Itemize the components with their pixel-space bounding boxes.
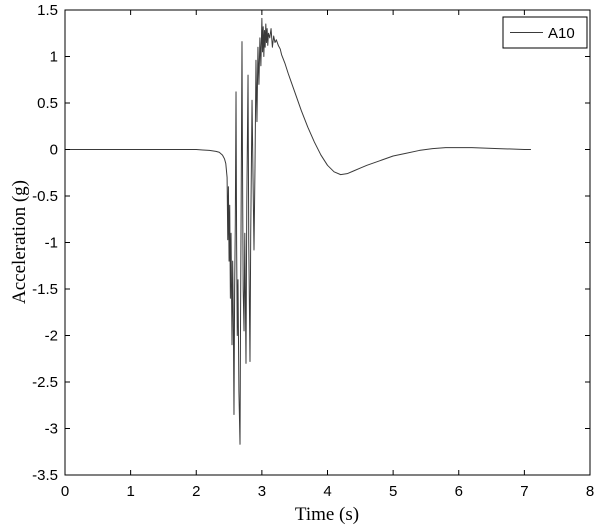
legend: A10 [502, 16, 588, 49]
x-tick-label: 4 [323, 483, 331, 500]
y-tick-label: 1 [50, 49, 58, 66]
y-tick-label: 1.5 [37, 2, 58, 19]
y-tick-label: 0 [50, 142, 58, 159]
x-tick-label: 7 [520, 483, 528, 500]
tick-labels: 0 1 2 3 4 5 6 7 8 1.5 1 0.5 0 -0.5 -1 -1.5 -2 -2.5 -3 -3.5 [32, 2, 594, 500]
x-tick-label: 8 [586, 483, 594, 500]
y-tick-label: -1 [45, 235, 58, 252]
y-axis-label: Acceleration (g) [9, 180, 30, 304]
series-layer [65, 17, 531, 445]
y-tick-label: -2 [45, 328, 58, 345]
legend-label: A10 [548, 25, 575, 42]
y-tick-label: -3.5 [32, 467, 58, 484]
x-tick-label: 0 [61, 483, 69, 500]
x-tick-label: 3 [258, 483, 266, 500]
y-tick-label: -2.5 [32, 374, 58, 391]
x-tick-label: 1 [126, 483, 134, 500]
x-axis-label: Time (s) [295, 504, 359, 525]
plot-area-frame [64, 9, 591, 476]
x-tick-label: 5 [389, 483, 397, 500]
y-tick-label: 0.5 [37, 95, 58, 112]
x-tick-label: 2 [192, 483, 200, 500]
x-tick-label: 6 [455, 483, 463, 500]
tick-marks [64, 9, 591, 476]
y-tick-label: -3 [45, 421, 58, 438]
y-tick-label: -1.5 [32, 281, 58, 298]
series-line-a10 [65, 17, 531, 445]
y-tick-label: -0.5 [32, 188, 58, 205]
